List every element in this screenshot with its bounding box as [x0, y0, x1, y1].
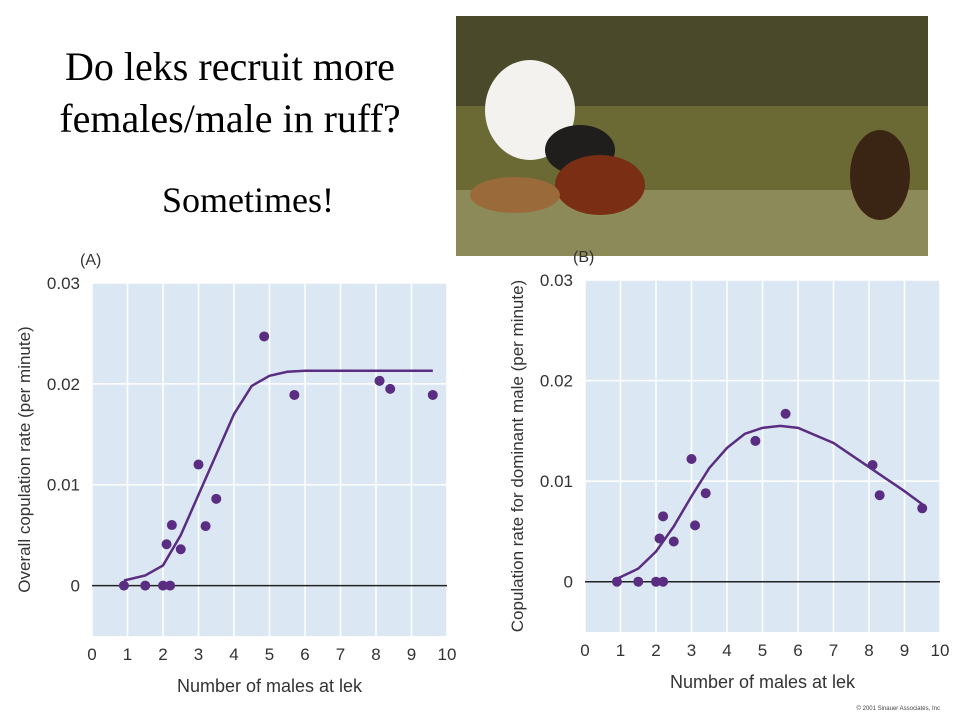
x-tick-label: 5: [265, 645, 274, 664]
data-point: [668, 536, 679, 547]
data-point: [651, 576, 661, 587]
data-point: [200, 521, 211, 532]
data-point: [259, 331, 270, 342]
x-tick-label: 10: [438, 645, 457, 664]
x-tick-label: 5: [758, 641, 767, 660]
x-axis-label: Number of males at lek: [177, 676, 363, 696]
data-point: [211, 493, 222, 504]
x-tick-label: 7: [336, 645, 345, 664]
data-point: [633, 576, 644, 587]
y-tick-label: 0.01: [540, 472, 573, 491]
x-tick-label: 2: [158, 645, 167, 664]
x-tick-label: 0: [87, 645, 96, 664]
x-tick-label: 2: [651, 641, 660, 660]
x-tick-label: 3: [687, 641, 696, 660]
y-tick-label: 0.02: [540, 372, 573, 391]
data-point: [193, 459, 204, 470]
data-point: [690, 520, 701, 531]
fit-line: [123, 369, 433, 582]
x-tick-label: 10: [931, 641, 950, 660]
x-tick-label: 3: [194, 645, 203, 664]
data-point: [750, 435, 761, 446]
x-tick-label: 0: [580, 641, 589, 660]
x-tick-label: 4: [229, 645, 238, 664]
chart: 0 1 2 3 4 5 6 7 8 9 10 0 0.01 0.02 0.03(A) Number of ma…: [15, 252, 456, 696]
x-tick-label: 1: [616, 641, 625, 660]
y-axis-label: Copulation rate for dominant male (per m…: [508, 280, 527, 632]
data-point: [427, 389, 438, 400]
x-tick-label: 9: [407, 645, 416, 664]
x-axis-label: Number of males at lek: [670, 672, 856, 692]
data-point: [658, 511, 669, 522]
x-tick-label: 4: [722, 641, 731, 660]
data-point: [165, 580, 176, 591]
x-tick-label: 7: [829, 641, 838, 660]
x-tick-label: 9: [900, 641, 909, 660]
y-tick-label: 0: [564, 573, 573, 592]
data-point: [780, 408, 791, 419]
credit: © 2001 Sinauer Associates, Inc: [857, 705, 940, 712]
data-point: [289, 389, 300, 400]
data-point: [385, 383, 396, 394]
x-tick-label: 6: [300, 645, 309, 664]
slide-answer: Sometimes!: [162, 180, 334, 220]
x-tick-label: 8: [371, 645, 380, 664]
photo: [456, 16, 928, 256]
x-tick-label: 1: [123, 645, 132, 664]
data-point: [166, 520, 177, 531]
data-point: [175, 544, 186, 555]
data-point: [700, 488, 711, 499]
x-tick-label: 6: [793, 641, 802, 660]
y-axis-label: Overall copulation rate (per minute): [15, 326, 34, 592]
panel-label: (B): [573, 249, 594, 266]
data-point: [118, 580, 129, 591]
data-point: [917, 503, 928, 514]
data-point: [658, 576, 669, 587]
data-point: [374, 375, 385, 386]
x-tick-label: 8: [864, 641, 873, 660]
fit-line: [616, 424, 923, 580]
data-point: [158, 580, 168, 591]
y-tick-label: 0.03: [47, 274, 80, 293]
data-point: [874, 490, 885, 501]
data-point: [140, 580, 151, 591]
y-tick-label: 0.02: [47, 375, 80, 394]
data-point: [161, 539, 172, 550]
data-point: [611, 576, 622, 587]
y-tick-label: 0: [71, 577, 80, 596]
panel-label: (A): [80, 252, 101, 269]
data-point: [686, 454, 697, 465]
y-tick-label: 0.03: [540, 271, 573, 290]
slide-title-line: Do leks recruit more females/male in ruff…: [59, 44, 400, 141]
chart: 0 1 2 3 4 5 6 7 8 9 10 0 0.01 0.02 0.03(B) Number of ma…: [508, 249, 949, 692]
y-tick-label: 0.01: [47, 476, 80, 495]
